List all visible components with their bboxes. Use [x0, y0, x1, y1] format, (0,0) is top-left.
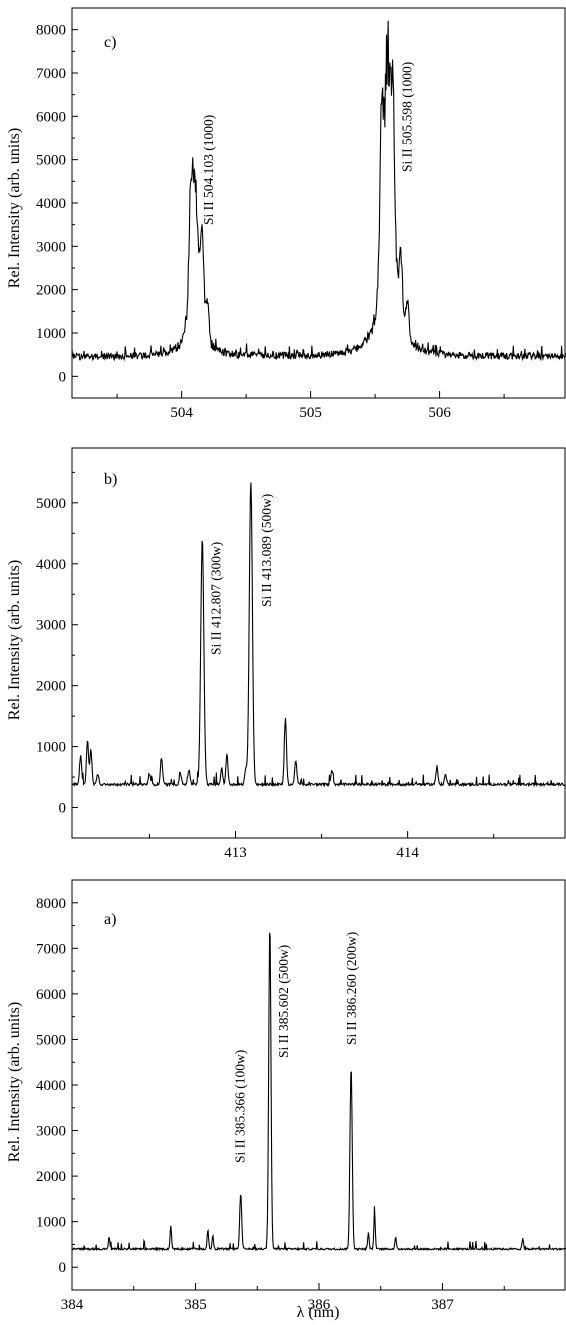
peak-label: Si II 505.598 (1000)	[400, 62, 415, 172]
y-tick-label: 2000	[36, 1169, 66, 1185]
x-tick-label: 414	[396, 845, 419, 861]
y-tick-label: 8000	[36, 896, 66, 912]
y-tick-label: 3000	[36, 1124, 66, 1140]
y-tick-label: 6000	[36, 109, 66, 125]
y-tick-label: 4000	[36, 196, 66, 212]
y-tick-label: 7000	[36, 66, 66, 82]
peak-label: Si II 504.103 (1000)	[201, 115, 216, 225]
y-tick-label: 1000	[36, 740, 66, 756]
spectrum-line	[71, 20, 566, 362]
spectrum-line	[71, 482, 566, 788]
panel-b-y-axis-label: Rel. Intensity (arb. units)	[6, 560, 23, 720]
panel-a-y-axis-label: Rel. Intensity (arb. units)	[6, 1002, 23, 1162]
peak-label: Si II 385.366 (100w)	[233, 1050, 248, 1163]
panel-c-letter: c)	[104, 34, 116, 51]
panel-a: Rel. Intensity (arb. units) a) 0 1000 2000…	[6, 879, 566, 1313]
plot-frame	[71, 7, 566, 399]
plot-frame	[71, 447, 566, 839]
x-tick-label: 413	[224, 845, 247, 861]
peak-label: Si II 385.602 (500w)	[276, 945, 291, 1058]
panel-b: Rel. Intensity (arb. units) b) 0 1000 2000…	[6, 447, 566, 861]
y-tick-label: 1000	[36, 1215, 66, 1231]
y-tick-label: 5000	[36, 496, 66, 512]
panel-a-plot: 0 1000 2000 3000 4000 5000 6000 7000 8000 384 385 3…	[36, 879, 566, 1313]
y-tick-label: 3000	[36, 239, 66, 255]
y-tick-label: 0	[59, 369, 67, 385]
x-tick-label: 385	[184, 1297, 207, 1313]
x-tick-label: 504	[170, 405, 193, 421]
peak-label: Si II 412.807 (300w)	[208, 542, 223, 655]
peak-label: Si II 413.089 (500w)	[259, 494, 274, 607]
x-tick-label: 386	[308, 1297, 331, 1313]
y-tick-label: 0	[59, 801, 67, 817]
x-tick-label: 505	[299, 405, 322, 421]
spectrum-line	[71, 932, 566, 1252]
y-tick-label: 4000	[36, 557, 66, 573]
y-tick-label: 3000	[36, 618, 66, 634]
peak-label: Si II 386.260 (200w)	[344, 932, 359, 1045]
panel-c: Rel. Intensity (arb. units) c) 0 1000 2000…	[6, 7, 566, 421]
y-tick-label: 2000	[36, 283, 66, 299]
y-tick-label: 7000	[36, 941, 66, 957]
x-tick-label: 384	[61, 1297, 84, 1313]
plot-frame	[71, 879, 566, 1291]
y-tick-label: 5000	[36, 153, 66, 169]
y-tick-label: 2000	[36, 679, 66, 695]
panel-c-plot: 0 1000 2000 3000 4000 5000 6000 7000 8000 504 505 5…	[36, 7, 566, 421]
panel-c-y-axis-label: Rel. Intensity (arb. units)	[6, 128, 23, 288]
y-tick-label: 5000	[36, 1032, 66, 1048]
x-axis-label: λ (nm)	[297, 1304, 340, 1321]
y-tick-label: 4000	[36, 1078, 66, 1094]
y-tick-label: 1000	[36, 326, 66, 342]
panel-b-letter: b)	[104, 471, 117, 488]
panel-b-plot: 0 1000 2000 3000 4000 5000 413 414 Si II 412.807…	[36, 447, 566, 861]
x-tick-label: 387	[431, 1297, 454, 1313]
y-tick-label: 0	[59, 1260, 67, 1276]
y-tick-label: 6000	[36, 987, 66, 1003]
x-tick-label: 506	[428, 405, 451, 421]
panel-a-letter: a)	[104, 911, 116, 928]
y-tick-label: 8000	[36, 23, 66, 39]
